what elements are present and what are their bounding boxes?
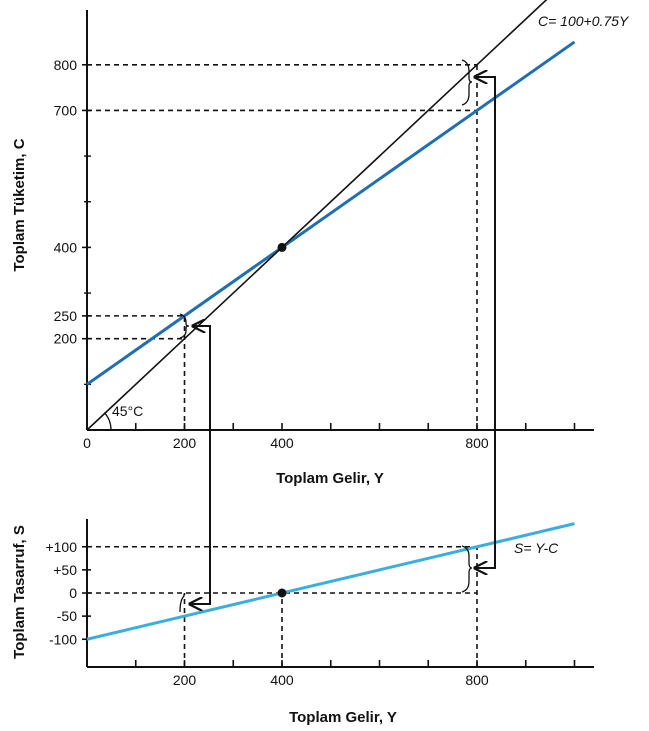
consumption-equation-label: C= 100+0.75Y <box>538 13 630 29</box>
bot-series-line-0 <box>86 522 575 641</box>
bot-y-tick-label: -50 <box>57 608 77 624</box>
top-equilibrium-point <box>277 242 287 252</box>
bot-x-tick-label: 200 <box>173 672 197 688</box>
brace-bottom-right <box>461 545 473 593</box>
top-y-tick-label: 250 <box>54 308 78 324</box>
bot-equilibrium-point <box>277 588 287 598</box>
brace-top-right <box>461 59 473 106</box>
bot-x-tick-label: 800 <box>465 672 489 688</box>
bottom-series <box>86 522 575 641</box>
top-points <box>277 242 287 252</box>
top-y-axis-title: Toplam Tüketim, C <box>11 138 28 271</box>
connector-arrow-left <box>190 326 211 604</box>
bot-y-tick-label: +100 <box>45 539 77 555</box>
top-x-tick-label: 200 <box>173 435 197 451</box>
top-y-tick-label: 200 <box>54 331 78 347</box>
top-x-tick-label: 800 <box>465 435 489 451</box>
bottom-x-axis-title: Toplam Gelir, Y <box>289 709 397 726</box>
angle-label: 45°C <box>112 403 143 419</box>
bottom-guide-lines <box>87 545 478 667</box>
saving-chart: 200 400 800 -100 -50 0 +50 +100 S= Y-C Toplam G… <box>11 519 594 726</box>
bottom-y-axis-title: Toplam Tasarruf, S <box>11 525 28 659</box>
angle-arc <box>103 412 112 431</box>
bot-y-tick-label: -100 <box>49 631 77 647</box>
bot-y-tick-label: 0 <box>69 585 77 601</box>
top-series-line-1 <box>86 0 548 431</box>
top-x-tick-label: 400 <box>270 435 294 451</box>
bot-y-tick-label: +50 <box>53 562 77 578</box>
connector-arrow-right <box>475 77 496 568</box>
brace-bottom-left <box>179 594 185 613</box>
top-y-tick-label: 800 <box>54 57 78 73</box>
top-x-tick-label: 0 <box>83 435 91 451</box>
top-series-line-0 <box>86 40 576 386</box>
top-x-axis-title: Toplam Gelir, Y <box>276 470 384 487</box>
bottom-ticks: 200 400 800 -100 -50 0 +50 +100 <box>45 539 576 688</box>
top-series <box>86 0 576 431</box>
consumption-chart: 0 200 400 800 200 250 400 700 800 C= 100+0.75Y 4… <box>11 0 630 487</box>
top-ticks: 0 200 400 800 200 250 400 700 800 <box>54 57 576 451</box>
bottom-points <box>277 588 287 598</box>
top-y-tick-label: 700 <box>54 102 78 118</box>
top-y-tick-label: 400 <box>54 239 78 255</box>
bot-x-tick-label: 400 <box>270 672 294 688</box>
top-axes <box>86 10 594 431</box>
saving-equation-label: S= Y-C <box>514 540 559 556</box>
